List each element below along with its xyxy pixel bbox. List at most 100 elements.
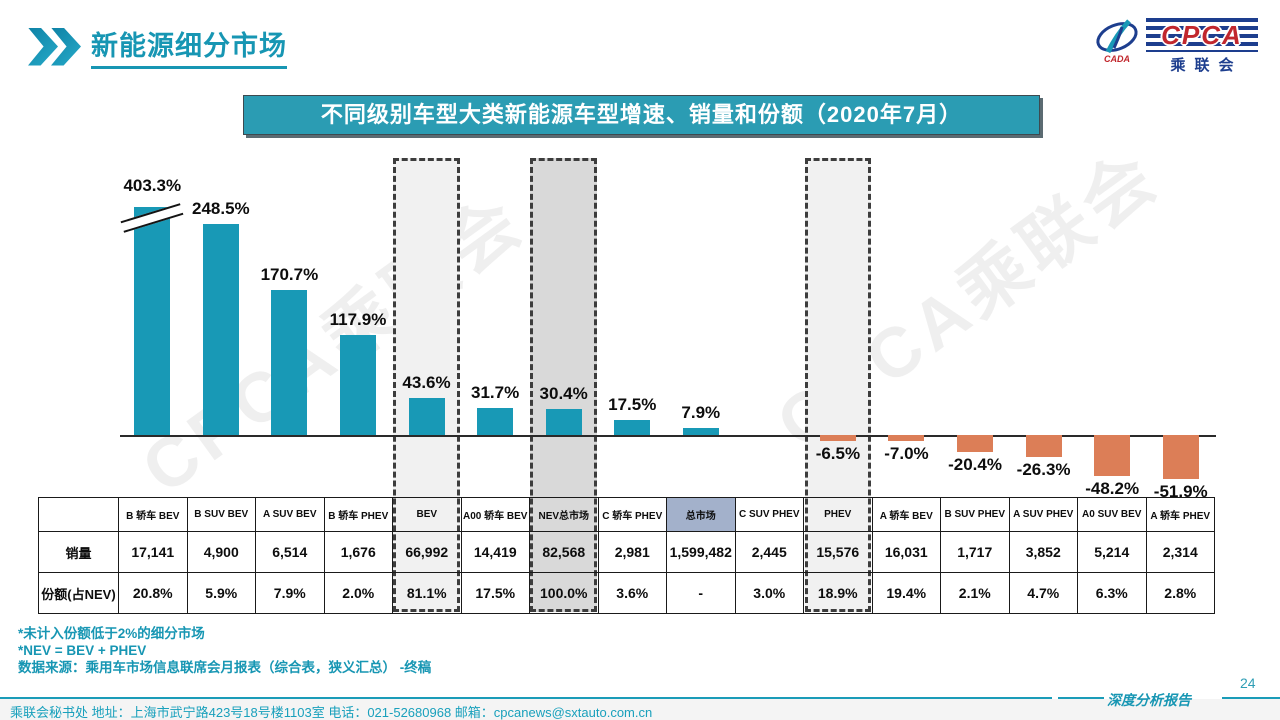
bar: [339, 334, 376, 435]
footer-divider: [0, 697, 1052, 699]
sales-cell: 15,576: [803, 531, 873, 573]
page-header: 新能源细分市场: [28, 24, 287, 69]
column-header: B SUV BEV: [186, 497, 256, 532]
share-cell: 7.9%: [255, 572, 325, 614]
share-cell: 2.1%: [940, 572, 1010, 614]
footnote: *未计入份额低于2%的细分市场: [18, 626, 205, 641]
sales-cell: 17,141: [118, 531, 188, 573]
cpca-logo-emblem: CADA: [1094, 18, 1140, 64]
column-header: NEV总市场: [529, 497, 599, 532]
share-cell: 5.9%: [186, 572, 256, 614]
sales-cell: 82,568: [529, 531, 599, 573]
bar: [545, 409, 582, 435]
share-cell: 3.0%: [734, 572, 804, 614]
sales-cell: 16,031: [871, 531, 941, 573]
column-header: BEV: [392, 497, 462, 532]
report-label: 深度分析报告: [1107, 694, 1191, 709]
sales-cell: 66,992: [392, 531, 462, 573]
cada-label: CADA: [1104, 54, 1130, 64]
bar: [888, 435, 925, 441]
share-cell: 18.9%: [803, 572, 873, 614]
bar: [682, 428, 719, 435]
bar-value-label: -20.4%: [948, 455, 1002, 475]
bar-value-label: -51.9%: [1153, 482, 1208, 502]
footer-divider: [1058, 697, 1104, 699]
column-header: A 轿车 BEV: [871, 497, 941, 532]
footnote: 数据来源：乘用车市场信息联席会月报表（综合表，狭义汇总） -终稿: [18, 660, 432, 675]
column-header: B 轿车 PHEV: [323, 497, 393, 532]
column-header: 总市场: [666, 497, 736, 532]
bar-value-label: 31.7%: [470, 383, 520, 403]
table-header-row: B 轿车 BEV B SUV BEV A SUV BEV B 轿车 PHEV BEV A0…: [38, 497, 1215, 532]
footer-strip: 乘联会秘书处 地址：上海市武宁路423号18号楼1103室 电话：021-526…: [0, 699, 1280, 720]
row-header-share: 份额(占NEV): [38, 572, 119, 614]
contact-info: 乘联会秘书处 地址：上海市武宁路423号18号楼1103室 电话：021-526…: [10, 705, 653, 720]
bar: [202, 223, 239, 435]
chart-title-banner: 不同级别车型大类新能源车型增速、销量和份额（2020年7月）: [243, 95, 1040, 135]
bar-value-label: 117.9%: [329, 309, 387, 329]
bar-value-label: -48.2%: [1085, 478, 1140, 498]
column-header: A SUV PHEV: [1008, 497, 1078, 532]
share-cell: 2.0%: [323, 572, 393, 614]
chevron-right-icon: [28, 27, 58, 66]
bar: [1094, 435, 1131, 476]
share-cell: 2.8%: [1145, 572, 1215, 614]
sales-cell: 2,445: [734, 531, 804, 573]
column-header: A0 SUV BEV: [1077, 497, 1147, 532]
bar: [614, 420, 651, 435]
share-cell: 4.7%: [1008, 572, 1078, 614]
sales-cell: 1,676: [323, 531, 393, 573]
bar-value-label: 17.5%: [608, 395, 657, 415]
sales-cell: 6,514: [255, 531, 325, 573]
footnotes: *未计入份额低于2%的细分市场 *NEV = BEV + PHEV 数据来源：乘…: [18, 625, 431, 676]
bar: [1162, 435, 1199, 480]
share-cell: 100.0%: [529, 572, 599, 614]
cpca-swoosh-icon: [1096, 19, 1138, 54]
bar-value-label: 43.6%: [402, 372, 451, 392]
column-header: B SUV PHEV: [940, 497, 1010, 532]
bar-value-label: -6.5%: [815, 443, 861, 463]
sales-cell: 2,981: [597, 531, 667, 573]
corner-cell: [38, 497, 119, 532]
column-header: A00 轿车 BEV: [460, 497, 530, 532]
bar: [957, 435, 994, 453]
bar-value-label: -7.0%: [884, 443, 929, 463]
data-table: B 轿车 BEV B SUV BEV A SUV BEV B 轿车 PHEV BEV A0…: [38, 497, 1215, 614]
bar-value-label: 7.9%: [681, 403, 721, 423]
bar: [1025, 435, 1062, 458]
column-header: A 轿车 PHEV: [1145, 497, 1215, 532]
x-axis-line: [120, 435, 1216, 437]
page-title: 新能源细分市场: [91, 24, 287, 69]
share-row: 份额(占NEV) 20.8% 5.9% 7.9% 2.0% 81.1% 17.5% 100.…: [38, 572, 1215, 614]
column-header: B 轿车 BEV: [118, 497, 188, 532]
sales-cell: 1,717: [940, 531, 1010, 573]
column-header: C 轿车 PHEV: [597, 497, 667, 532]
cpca-logo: CADA CPCA 乘联会: [1094, 18, 1258, 75]
sales-cell: 1,599,482: [666, 531, 736, 573]
bar-value-label: 248.5%: [192, 198, 250, 218]
share-cell: 3.6%: [597, 572, 667, 614]
footnote: *NEV = BEV + PHEV: [18, 643, 147, 658]
cpca-logo-text: CPCA 乘联会: [1146, 18, 1258, 75]
column-header: A SUV BEV: [255, 497, 325, 532]
sales-cell: 3,852: [1008, 531, 1078, 573]
bar: [408, 397, 445, 435]
cpca-stripes: CPCA: [1146, 18, 1258, 52]
bar-value-label: -26.3%: [1016, 460, 1071, 480]
bar-value-label: 170.7%: [260, 264, 319, 284]
share-cell: 20.8%: [118, 572, 188, 614]
column-header: PHEV: [803, 497, 873, 532]
bar: [819, 435, 856, 441]
share-cell: 81.1%: [392, 572, 462, 614]
share-cell: 19.4%: [871, 572, 941, 614]
sales-cell: 14,419: [460, 531, 530, 573]
sales-cell: 2,314: [1145, 531, 1215, 573]
column-header: C SUV PHEV: [734, 497, 804, 532]
cpca-acronym: CPCA: [1161, 20, 1243, 50]
bar: [134, 207, 171, 435]
bar: [271, 289, 308, 435]
bar: [477, 408, 514, 435]
share-cell: 17.5%: [460, 572, 530, 614]
row-header-sales: 销量: [38, 531, 119, 573]
